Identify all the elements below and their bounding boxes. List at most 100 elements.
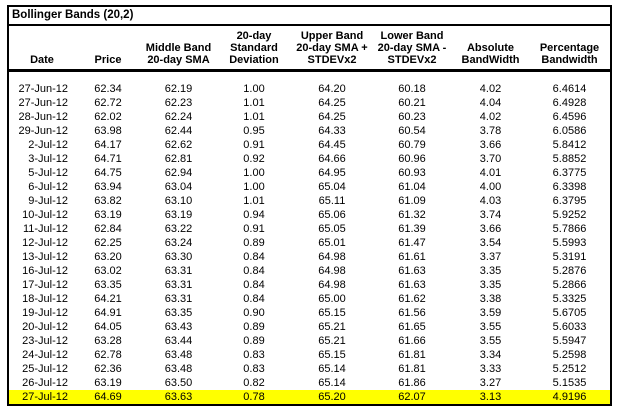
cell-date[interactable]: 20-Jul-12 <box>22 321 68 333</box>
cell-lower-band[interactable]: 61.32 <box>398 209 426 221</box>
cell-abs-bandwidth[interactable]: 3.27 <box>479 377 502 389</box>
cell-std-dev[interactable]: 0.84 <box>243 251 265 263</box>
cell-lower-band[interactable]: 60.79 <box>398 139 426 151</box>
cell-pct-bandwidth[interactable]: 5.9252 <box>552 209 587 221</box>
cell-upper-band[interactable]: 64.20 <box>318 83 346 95</box>
cell-upper-band[interactable]: 64.33 <box>318 125 346 137</box>
cell-lower-band[interactable]: 60.96 <box>398 153 426 165</box>
cell-std-dev[interactable]: 1.01 <box>243 111 265 123</box>
cell-pct-bandwidth[interactable]: 5.1535 <box>552 377 587 389</box>
cell-date[interactable]: 6-Jul-12 <box>28 181 68 193</box>
cell-upper-band[interactable]: 65.21 <box>318 335 346 347</box>
cell-price[interactable]: 63.35 <box>94 279 122 291</box>
cell-price[interactable]: 64.05 <box>94 321 122 333</box>
cell-date[interactable]: 12-Jul-12 <box>22 237 68 249</box>
cell-upper-band[interactable]: 65.06 <box>318 209 346 221</box>
cell-price[interactable]: 62.36 <box>94 363 122 375</box>
cell-pct-bandwidth[interactable]: 5.8412 <box>552 139 587 151</box>
cell-lower-band[interactable]: 61.61 <box>398 251 426 263</box>
cell-middle-band[interactable]: 62.81 <box>164 153 193 165</box>
cell-date[interactable]: 25-Jul-12 <box>22 363 68 375</box>
cell-abs-bandwidth[interactable]: 3.55 <box>479 335 502 347</box>
cell-abs-bandwidth[interactable]: 3.13 <box>479 391 502 403</box>
cell-std-dev[interactable]: 0.95 <box>243 125 265 137</box>
cell-pct-bandwidth[interactable]: 6.4614 <box>552 83 587 95</box>
cell-abs-bandwidth[interactable]: 3.74 <box>479 209 502 221</box>
cell-abs-bandwidth[interactable]: 4.00 <box>479 181 502 193</box>
cell-middle-band[interactable]: 62.24 <box>164 111 193 123</box>
cell-pct-bandwidth[interactable]: 5.5993 <box>552 237 587 249</box>
cell-price[interactable]: 62.25 <box>94 237 122 249</box>
cell-pct-bandwidth[interactable]: 5.2876 <box>552 265 587 277</box>
cell-date[interactable]: 2-Jul-12 <box>28 139 68 151</box>
cell-upper-band[interactable]: 65.20 <box>318 391 346 403</box>
cell-pct-bandwidth[interactable]: 5.2512 <box>552 363 587 375</box>
cell-middle-band[interactable]: 63.10 <box>164 195 193 207</box>
cell-upper-band[interactable]: 65.04 <box>318 181 346 193</box>
cell-abs-bandwidth[interactable]: 3.54 <box>479 237 502 249</box>
cell-lower-band[interactable]: 62.07 <box>398 391 426 403</box>
cell-pct-bandwidth[interactable]: 6.3795 <box>552 195 587 207</box>
cell-abs-bandwidth[interactable]: 4.02 <box>479 83 502 95</box>
cell-std-dev[interactable]: 0.83 <box>243 349 265 361</box>
cell-lower-band[interactable]: 60.54 <box>398 125 426 137</box>
cell-std-dev[interactable]: 0.91 <box>243 223 265 235</box>
cell-date[interactable]: 3-Jul-12 <box>28 153 68 165</box>
cell-middle-band[interactable]: 63.48 <box>164 349 193 361</box>
cell-lower-band[interactable]: 61.63 <box>398 265 426 277</box>
cell-date[interactable]: 29-Jun-12 <box>18 125 68 137</box>
cell-pct-bandwidth[interactable]: 5.6705 <box>552 307 587 319</box>
cell-pct-bandwidth[interactable]: 6.4928 <box>552 97 587 109</box>
cell-abs-bandwidth[interactable]: 3.35 <box>479 265 502 277</box>
cell-std-dev[interactable]: 0.89 <box>243 321 265 333</box>
cell-std-dev[interactable]: 0.89 <box>243 335 265 347</box>
cell-abs-bandwidth[interactable]: 4.01 <box>479 167 502 179</box>
cell-abs-bandwidth[interactable]: 3.70 <box>479 153 502 165</box>
cell-lower-band[interactable]: 61.62 <box>398 293 426 305</box>
cell-upper-band[interactable]: 65.00 <box>318 293 346 305</box>
cell-pct-bandwidth[interactable]: 5.8852 <box>552 153 587 165</box>
cell-pct-bandwidth[interactable]: 5.3325 <box>552 293 587 305</box>
cell-upper-band[interactable]: 65.14 <box>318 377 346 389</box>
cell-abs-bandwidth[interactable]: 3.78 <box>479 125 502 137</box>
cell-std-dev[interactable]: 0.83 <box>243 363 265 375</box>
cell-std-dev[interactable]: 1.00 <box>243 83 265 95</box>
cell-middle-band[interactable]: 63.63 <box>164 391 193 403</box>
cell-pct-bandwidth[interactable]: 5.5947 <box>552 335 587 347</box>
cell-middle-band[interactable]: 63.50 <box>164 377 193 389</box>
cell-upper-band[interactable]: 65.15 <box>318 349 346 361</box>
cell-date[interactable]: 23-Jul-12 <box>22 335 68 347</box>
cell-date[interactable]: 24-Jul-12 <box>22 349 68 361</box>
cell-upper-band[interactable]: 64.25 <box>318 97 346 109</box>
cell-lower-band[interactable]: 60.23 <box>398 111 426 123</box>
cell-abs-bandwidth[interactable]: 3.33 <box>479 363 502 375</box>
cell-price[interactable]: 63.19 <box>94 377 122 389</box>
cell-price[interactable]: 62.72 <box>94 97 122 109</box>
cell-date[interactable]: 5-Jul-12 <box>28 167 68 179</box>
cell-pct-bandwidth[interactable]: 6.3775 <box>552 167 587 179</box>
cell-abs-bandwidth[interactable]: 4.02 <box>479 111 502 123</box>
cell-abs-bandwidth[interactable]: 3.38 <box>479 293 502 305</box>
cell-upper-band[interactable]: 65.14 <box>318 363 346 375</box>
cell-middle-band[interactable]: 62.62 <box>164 139 193 151</box>
cell-pct-bandwidth[interactable]: 5.2866 <box>552 279 587 291</box>
cell-std-dev[interactable]: 1.01 <box>243 195 265 207</box>
cell-abs-bandwidth[interactable]: 4.04 <box>479 97 502 109</box>
cell-date[interactable]: 13-Jul-12 <box>22 251 68 263</box>
cell-price[interactable]: 62.84 <box>94 223 122 235</box>
cell-middle-band[interactable]: 62.94 <box>164 167 193 179</box>
cell-price[interactable]: 64.69 <box>94 391 122 403</box>
cell-price[interactable]: 64.75 <box>94 167 122 179</box>
cell-middle-band[interactable]: 63.31 <box>164 293 193 305</box>
cell-middle-band[interactable]: 63.04 <box>164 181 193 193</box>
cell-middle-band[interactable]: 63.19 <box>164 209 193 221</box>
cell-middle-band[interactable]: 63.24 <box>164 237 193 249</box>
cell-std-dev[interactable]: 0.91 <box>243 139 265 151</box>
cell-pct-bandwidth[interactable]: 4.9196 <box>552 391 587 403</box>
cell-price[interactable]: 63.28 <box>94 335 122 347</box>
cell-price[interactable]: 64.21 <box>94 293 122 305</box>
cell-price[interactable]: 62.78 <box>94 349 122 361</box>
cell-lower-band[interactable]: 61.66 <box>398 335 426 347</box>
cell-price[interactable]: 64.17 <box>94 139 122 151</box>
cell-lower-band[interactable]: 61.65 <box>398 321 426 333</box>
